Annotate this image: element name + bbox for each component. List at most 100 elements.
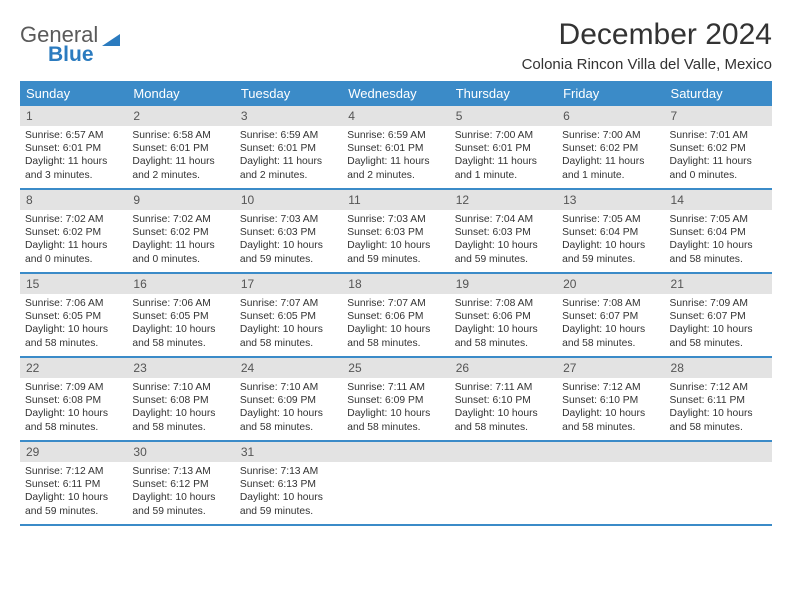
- daylight-line-2: and 59 minutes.: [132, 505, 229, 518]
- day-cell: 2Sunrise: 6:58 AMSunset: 6:01 PMDaylight…: [127, 106, 234, 188]
- day-number: 5: [450, 106, 557, 126]
- daylight-line-2: and 58 minutes.: [132, 337, 229, 350]
- day-number: 25: [342, 358, 449, 378]
- day-cell: 16Sunrise: 7:06 AMSunset: 6:05 PMDayligh…: [127, 274, 234, 356]
- daylight-line-2: and 58 minutes.: [670, 337, 767, 350]
- sunset-line: Sunset: 6:01 PM: [25, 142, 122, 155]
- daylight-line-2: and 2 minutes.: [347, 169, 444, 182]
- day-body: Sunrise: 7:10 AMSunset: 6:08 PMDaylight:…: [127, 378, 234, 440]
- daylight-line-1: Daylight: 10 hours: [670, 239, 767, 252]
- sunrise-line: Sunrise: 7:05 AM: [562, 213, 659, 226]
- day-body: Sunrise: 7:11 AMSunset: 6:10 PMDaylight:…: [450, 378, 557, 440]
- day-number: 7: [665, 106, 772, 126]
- sunrise-line: Sunrise: 7:00 AM: [455, 129, 552, 142]
- day-body: Sunrise: 7:12 AMSunset: 6:11 PMDaylight:…: [665, 378, 772, 440]
- sunrise-line: Sunrise: 7:12 AM: [670, 381, 767, 394]
- sunset-line: Sunset: 6:06 PM: [347, 310, 444, 323]
- day-cell: 11Sunrise: 7:03 AMSunset: 6:03 PMDayligh…: [342, 190, 449, 272]
- sunset-line: Sunset: 6:11 PM: [670, 394, 767, 407]
- daylight-line-2: and 58 minutes.: [25, 421, 122, 434]
- week-row: 22Sunrise: 7:09 AMSunset: 6:08 PMDayligh…: [20, 358, 772, 442]
- day-body: Sunrise: 7:06 AMSunset: 6:05 PMDaylight:…: [20, 294, 127, 356]
- day-cell: 3Sunrise: 6:59 AMSunset: 6:01 PMDaylight…: [235, 106, 342, 188]
- day-number: 29: [20, 442, 127, 462]
- day-body: Sunrise: 7:01 AMSunset: 6:02 PMDaylight:…: [665, 126, 772, 188]
- sunset-line: Sunset: 6:08 PM: [25, 394, 122, 407]
- sunrise-line: Sunrise: 7:01 AM: [670, 129, 767, 142]
- day-body: Sunrise: 7:02 AMSunset: 6:02 PMDaylight:…: [20, 210, 127, 272]
- sunrise-line: Sunrise: 7:06 AM: [132, 297, 229, 310]
- daylight-line-2: and 58 minutes.: [562, 421, 659, 434]
- week-row: 1Sunrise: 6:57 AMSunset: 6:01 PMDaylight…: [20, 106, 772, 190]
- daylight-line-2: and 58 minutes.: [347, 421, 444, 434]
- brand-text: General Blue: [20, 24, 98, 65]
- day-cell: 27Sunrise: 7:12 AMSunset: 6:10 PMDayligh…: [557, 358, 664, 440]
- day-body: Sunrise: 6:59 AMSunset: 6:01 PMDaylight:…: [235, 126, 342, 188]
- day-number: 21: [665, 274, 772, 294]
- day-body: Sunrise: 6:59 AMSunset: 6:01 PMDaylight:…: [342, 126, 449, 188]
- day-cell: 10Sunrise: 7:03 AMSunset: 6:03 PMDayligh…: [235, 190, 342, 272]
- sunset-line: Sunset: 6:03 PM: [455, 226, 552, 239]
- daylight-line-1: Daylight: 10 hours: [347, 407, 444, 420]
- day-cell: 30Sunrise: 7:13 AMSunset: 6:12 PMDayligh…: [127, 442, 234, 524]
- day-number: 28: [665, 358, 772, 378]
- sunset-line: Sunset: 6:10 PM: [455, 394, 552, 407]
- day-number: 15: [20, 274, 127, 294]
- daylight-line-1: Daylight: 11 hours: [562, 155, 659, 168]
- sunrise-line: Sunrise: 7:09 AM: [25, 381, 122, 394]
- sunset-line: Sunset: 6:09 PM: [347, 394, 444, 407]
- weekday-header: Friday: [557, 81, 664, 106]
- day-cell: 17Sunrise: 7:07 AMSunset: 6:05 PMDayligh…: [235, 274, 342, 356]
- day-cell: 28Sunrise: 7:12 AMSunset: 6:11 PMDayligh…: [665, 358, 772, 440]
- daylight-line-1: Daylight: 11 hours: [25, 155, 122, 168]
- day-body: Sunrise: 7:07 AMSunset: 6:06 PMDaylight:…: [342, 294, 449, 356]
- daylight-line-2: and 59 minutes.: [240, 253, 337, 266]
- sunset-line: Sunset: 6:10 PM: [562, 394, 659, 407]
- day-number: 22: [20, 358, 127, 378]
- daylight-line-1: Daylight: 11 hours: [240, 155, 337, 168]
- sunset-line: Sunset: 6:09 PM: [240, 394, 337, 407]
- day-number: 27: [557, 358, 664, 378]
- daylight-line-1: Daylight: 10 hours: [132, 323, 229, 336]
- day-number: 12: [450, 190, 557, 210]
- sunrise-line: Sunrise: 7:13 AM: [240, 465, 337, 478]
- sunrise-line: Sunrise: 7:05 AM: [670, 213, 767, 226]
- day-body: Sunrise: 7:06 AMSunset: 6:05 PMDaylight:…: [127, 294, 234, 356]
- daylight-line-2: and 58 minutes.: [132, 421, 229, 434]
- daylight-line-2: and 58 minutes.: [240, 421, 337, 434]
- day-number: 30: [127, 442, 234, 462]
- day-body: Sunrise: 7:12 AMSunset: 6:11 PMDaylight:…: [20, 462, 127, 524]
- daylight-line-1: Daylight: 10 hours: [25, 491, 122, 504]
- day-cell: 5Sunrise: 7:00 AMSunset: 6:01 PMDaylight…: [450, 106, 557, 188]
- day-body: [450, 462, 557, 524]
- day-body: Sunrise: 7:00 AMSunset: 6:01 PMDaylight:…: [450, 126, 557, 188]
- day-body: Sunrise: 7:05 AMSunset: 6:04 PMDaylight:…: [557, 210, 664, 272]
- day-number: 31: [235, 442, 342, 462]
- day-number: 14: [665, 190, 772, 210]
- day-number: [665, 442, 772, 462]
- day-cell: 13Sunrise: 7:05 AMSunset: 6:04 PMDayligh…: [557, 190, 664, 272]
- day-number: [342, 442, 449, 462]
- sunset-line: Sunset: 6:08 PM: [132, 394, 229, 407]
- sunset-line: Sunset: 6:02 PM: [562, 142, 659, 155]
- day-body: Sunrise: 7:08 AMSunset: 6:07 PMDaylight:…: [557, 294, 664, 356]
- daylight-line-2: and 0 minutes.: [670, 169, 767, 182]
- sunset-line: Sunset: 6:02 PM: [132, 226, 229, 239]
- daylight-line-1: Daylight: 10 hours: [562, 239, 659, 252]
- daylight-line-1: Daylight: 10 hours: [240, 239, 337, 252]
- daylight-line-2: and 2 minutes.: [240, 169, 337, 182]
- sunset-line: Sunset: 6:07 PM: [670, 310, 767, 323]
- sunrise-line: Sunrise: 7:02 AM: [132, 213, 229, 226]
- day-body: Sunrise: 7:08 AMSunset: 6:06 PMDaylight:…: [450, 294, 557, 356]
- day-body: Sunrise: 7:12 AMSunset: 6:10 PMDaylight:…: [557, 378, 664, 440]
- day-cell: 24Sunrise: 7:10 AMSunset: 6:09 PMDayligh…: [235, 358, 342, 440]
- daylight-line-2: and 58 minutes.: [455, 421, 552, 434]
- daylight-line-2: and 58 minutes.: [455, 337, 552, 350]
- daylight-line-1: Daylight: 11 hours: [132, 239, 229, 252]
- day-body: Sunrise: 7:07 AMSunset: 6:05 PMDaylight:…: [235, 294, 342, 356]
- sunset-line: Sunset: 6:02 PM: [25, 226, 122, 239]
- day-number: 3: [235, 106, 342, 126]
- day-number: 1: [20, 106, 127, 126]
- sunset-line: Sunset: 6:13 PM: [240, 478, 337, 491]
- page-header: General Blue December 2024 Colonia Rinco…: [20, 18, 772, 73]
